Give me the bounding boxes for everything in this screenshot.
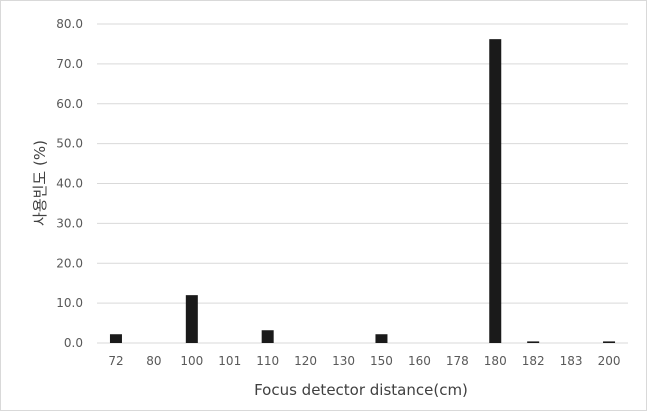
y-tick-label: 20.0 xyxy=(56,256,83,270)
y-tick-label: 40.0 xyxy=(56,177,83,191)
gridlines xyxy=(97,23,628,344)
x-tick-label: 180 xyxy=(484,354,507,368)
bar-182 xyxy=(527,341,540,343)
x-tick-label: 100 xyxy=(180,354,203,368)
x-tick-label: 110 xyxy=(256,354,279,368)
x-tick-label: 182 xyxy=(522,354,545,368)
y-tick-label: 60.0 xyxy=(56,97,83,111)
x-tick-label: 183 xyxy=(560,354,583,368)
bar-150 xyxy=(375,334,388,343)
bar-72 xyxy=(109,334,122,343)
y-tick-label: 0.0 xyxy=(64,336,83,350)
x-tick-label: 160 xyxy=(408,354,431,368)
x-tick-label: 130 xyxy=(332,354,355,368)
x-tick-labels: 72 80 100 101 110 120 130 150 160 178 180 182 183 200 xyxy=(108,354,620,368)
y-tick-labels: 0.0 10.0 20.0 30.0 40.0 50.0 60.0 70.0 80.0 xyxy=(56,17,83,350)
y-tick-label: 30.0 xyxy=(56,216,83,230)
x-tick-label: 120 xyxy=(294,354,317,368)
x-tick-label: 101 xyxy=(218,354,241,368)
x-tick-label: 178 xyxy=(446,354,469,368)
y-tick-label: 70.0 xyxy=(56,57,83,71)
bar-200 xyxy=(603,341,616,343)
x-tick-label: 200 xyxy=(598,354,621,368)
bar-100 xyxy=(185,295,198,343)
x-axis-title: Focus detector distance(cm) xyxy=(254,381,468,399)
bar-180 xyxy=(489,39,502,344)
x-tick-label: 150 xyxy=(370,354,393,368)
y-axis-title: 사용빈도 (%) xyxy=(31,140,49,226)
y-tick-label: 50.0 xyxy=(56,137,83,151)
y-tick-label: 10.0 xyxy=(56,296,83,310)
y-tick-label: 80.0 xyxy=(56,17,83,31)
bar-110 xyxy=(261,330,274,343)
x-tick-label: 72 xyxy=(108,354,123,368)
bars xyxy=(109,39,616,344)
x-tick-label: 80 xyxy=(146,354,161,368)
